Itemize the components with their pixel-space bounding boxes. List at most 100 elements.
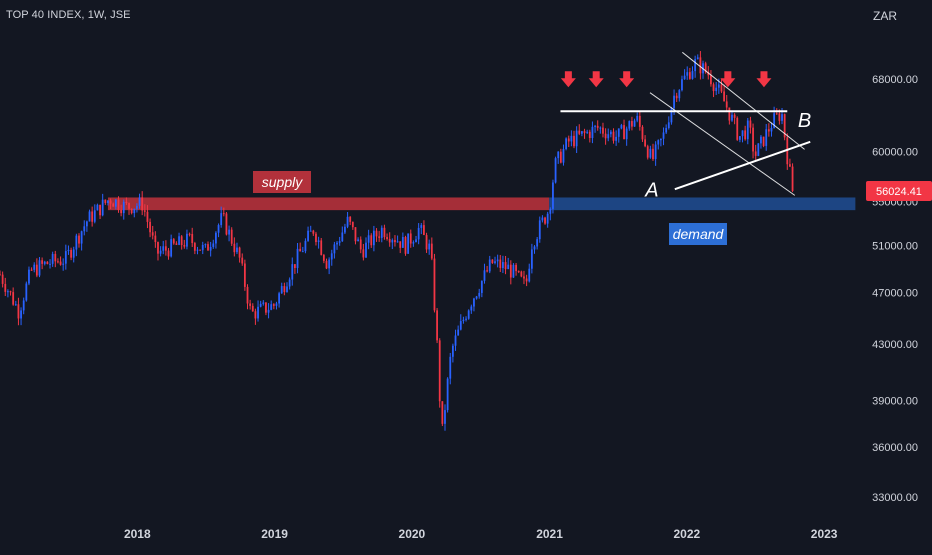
candle-body bbox=[681, 79, 683, 91]
candle-body bbox=[657, 140, 660, 145]
candle-body bbox=[746, 120, 749, 140]
candle-body bbox=[225, 213, 228, 235]
candle-body bbox=[617, 128, 620, 137]
candle-body bbox=[204, 244, 207, 246]
candle-body bbox=[312, 230, 315, 234]
candle-body bbox=[128, 203, 130, 209]
candle-body bbox=[257, 306, 259, 319]
candle-body bbox=[20, 310, 22, 319]
candle-body bbox=[383, 227, 386, 238]
candle-body bbox=[789, 164, 791, 167]
arrows-layer bbox=[560, 71, 772, 88]
candle-body bbox=[491, 259, 494, 264]
candle-body bbox=[175, 243, 178, 245]
candle-body bbox=[533, 246, 536, 250]
rising-trendline-line[interactable] bbox=[674, 140, 811, 191]
candle-body bbox=[423, 225, 425, 236]
candle-body bbox=[459, 321, 462, 330]
candle-body bbox=[270, 304, 273, 310]
candle-body bbox=[341, 232, 344, 242]
candle-body bbox=[525, 278, 528, 282]
candle-body bbox=[781, 114, 783, 121]
candle-body bbox=[641, 126, 644, 140]
candle-body bbox=[207, 244, 209, 251]
annotation-B: B bbox=[798, 110, 811, 132]
candle-body bbox=[183, 245, 186, 247]
supply-label-bg bbox=[253, 171, 311, 193]
candle-body bbox=[275, 303, 278, 306]
candle-body bbox=[446, 378, 449, 411]
candle-body bbox=[241, 257, 244, 264]
channel-lower-line[interactable] bbox=[649, 92, 796, 196]
candle-body bbox=[333, 244, 336, 254]
candle-body bbox=[523, 276, 525, 279]
candle-body bbox=[28, 269, 30, 284]
candle-body bbox=[88, 211, 91, 222]
candle-body bbox=[517, 271, 520, 273]
candle-body bbox=[699, 57, 702, 74]
channel-upper-line[interactable] bbox=[682, 51, 805, 150]
candle-body bbox=[744, 130, 747, 140]
candle-body bbox=[320, 240, 323, 255]
candle-body bbox=[515, 264, 517, 272]
candle-body bbox=[783, 114, 786, 138]
candle-body bbox=[114, 199, 117, 207]
candle-body bbox=[301, 251, 304, 253]
candle-body bbox=[760, 136, 762, 144]
candle-body bbox=[791, 166, 794, 191]
candle-body bbox=[486, 270, 489, 272]
price-tick-label: 43000.00 bbox=[872, 339, 918, 351]
candle-body bbox=[670, 108, 673, 123]
candle-body bbox=[354, 227, 357, 242]
price-axis[interactable]: 68000.0060000.0055000.0051000.0047000.00… bbox=[866, 74, 932, 504]
candle-body bbox=[362, 249, 365, 258]
candle-body bbox=[246, 286, 249, 304]
candle-body bbox=[325, 260, 328, 269]
candle-body bbox=[59, 261, 62, 265]
candle-body bbox=[433, 258, 436, 311]
last-price-label: 56024.41 bbox=[876, 186, 922, 198]
candle-body bbox=[728, 107, 731, 121]
candle-body bbox=[159, 250, 162, 254]
candle-body bbox=[562, 149, 565, 163]
candle-body bbox=[496, 259, 499, 262]
candle-body bbox=[775, 113, 778, 115]
year-tick-2019: 2019 bbox=[261, 527, 288, 541]
candle-body bbox=[494, 261, 496, 264]
candle-body bbox=[399, 241, 402, 248]
supply-zone bbox=[107, 197, 550, 211]
candle-body bbox=[170, 239, 173, 257]
candle-body bbox=[101, 199, 104, 216]
year-tick-2023: 2023 bbox=[811, 527, 838, 541]
candle-body bbox=[488, 259, 491, 272]
candle-body bbox=[233, 243, 236, 253]
candle-body bbox=[104, 199, 107, 203]
candle-body bbox=[628, 121, 631, 129]
candle-body bbox=[199, 249, 202, 251]
last-price-badge bbox=[866, 180, 932, 201]
candle-body bbox=[451, 345, 454, 357]
candle-body bbox=[188, 233, 191, 235]
candle-body bbox=[538, 220, 541, 240]
candle-body bbox=[591, 126, 594, 138]
candle-body bbox=[757, 143, 760, 156]
candle-body bbox=[504, 262, 507, 270]
candle-body bbox=[80, 231, 83, 244]
candle-body bbox=[773, 113, 776, 128]
candle-body bbox=[151, 232, 154, 236]
candle-body bbox=[688, 72, 691, 79]
candle-body bbox=[449, 356, 452, 379]
candle-body bbox=[359, 239, 362, 250]
candle-body bbox=[191, 234, 194, 244]
candle-body bbox=[470, 306, 473, 311]
candle-body bbox=[462, 319, 465, 322]
candle-body bbox=[480, 280, 483, 293]
candle-body bbox=[430, 243, 433, 259]
candle-body bbox=[694, 59, 697, 72]
time-axis[interactable]: 2018 2019 2020 2021 2022 2023 bbox=[124, 527, 838, 541]
candle-body bbox=[575, 130, 578, 147]
candle-body bbox=[57, 261, 59, 263]
candle-body bbox=[78, 235, 80, 244]
